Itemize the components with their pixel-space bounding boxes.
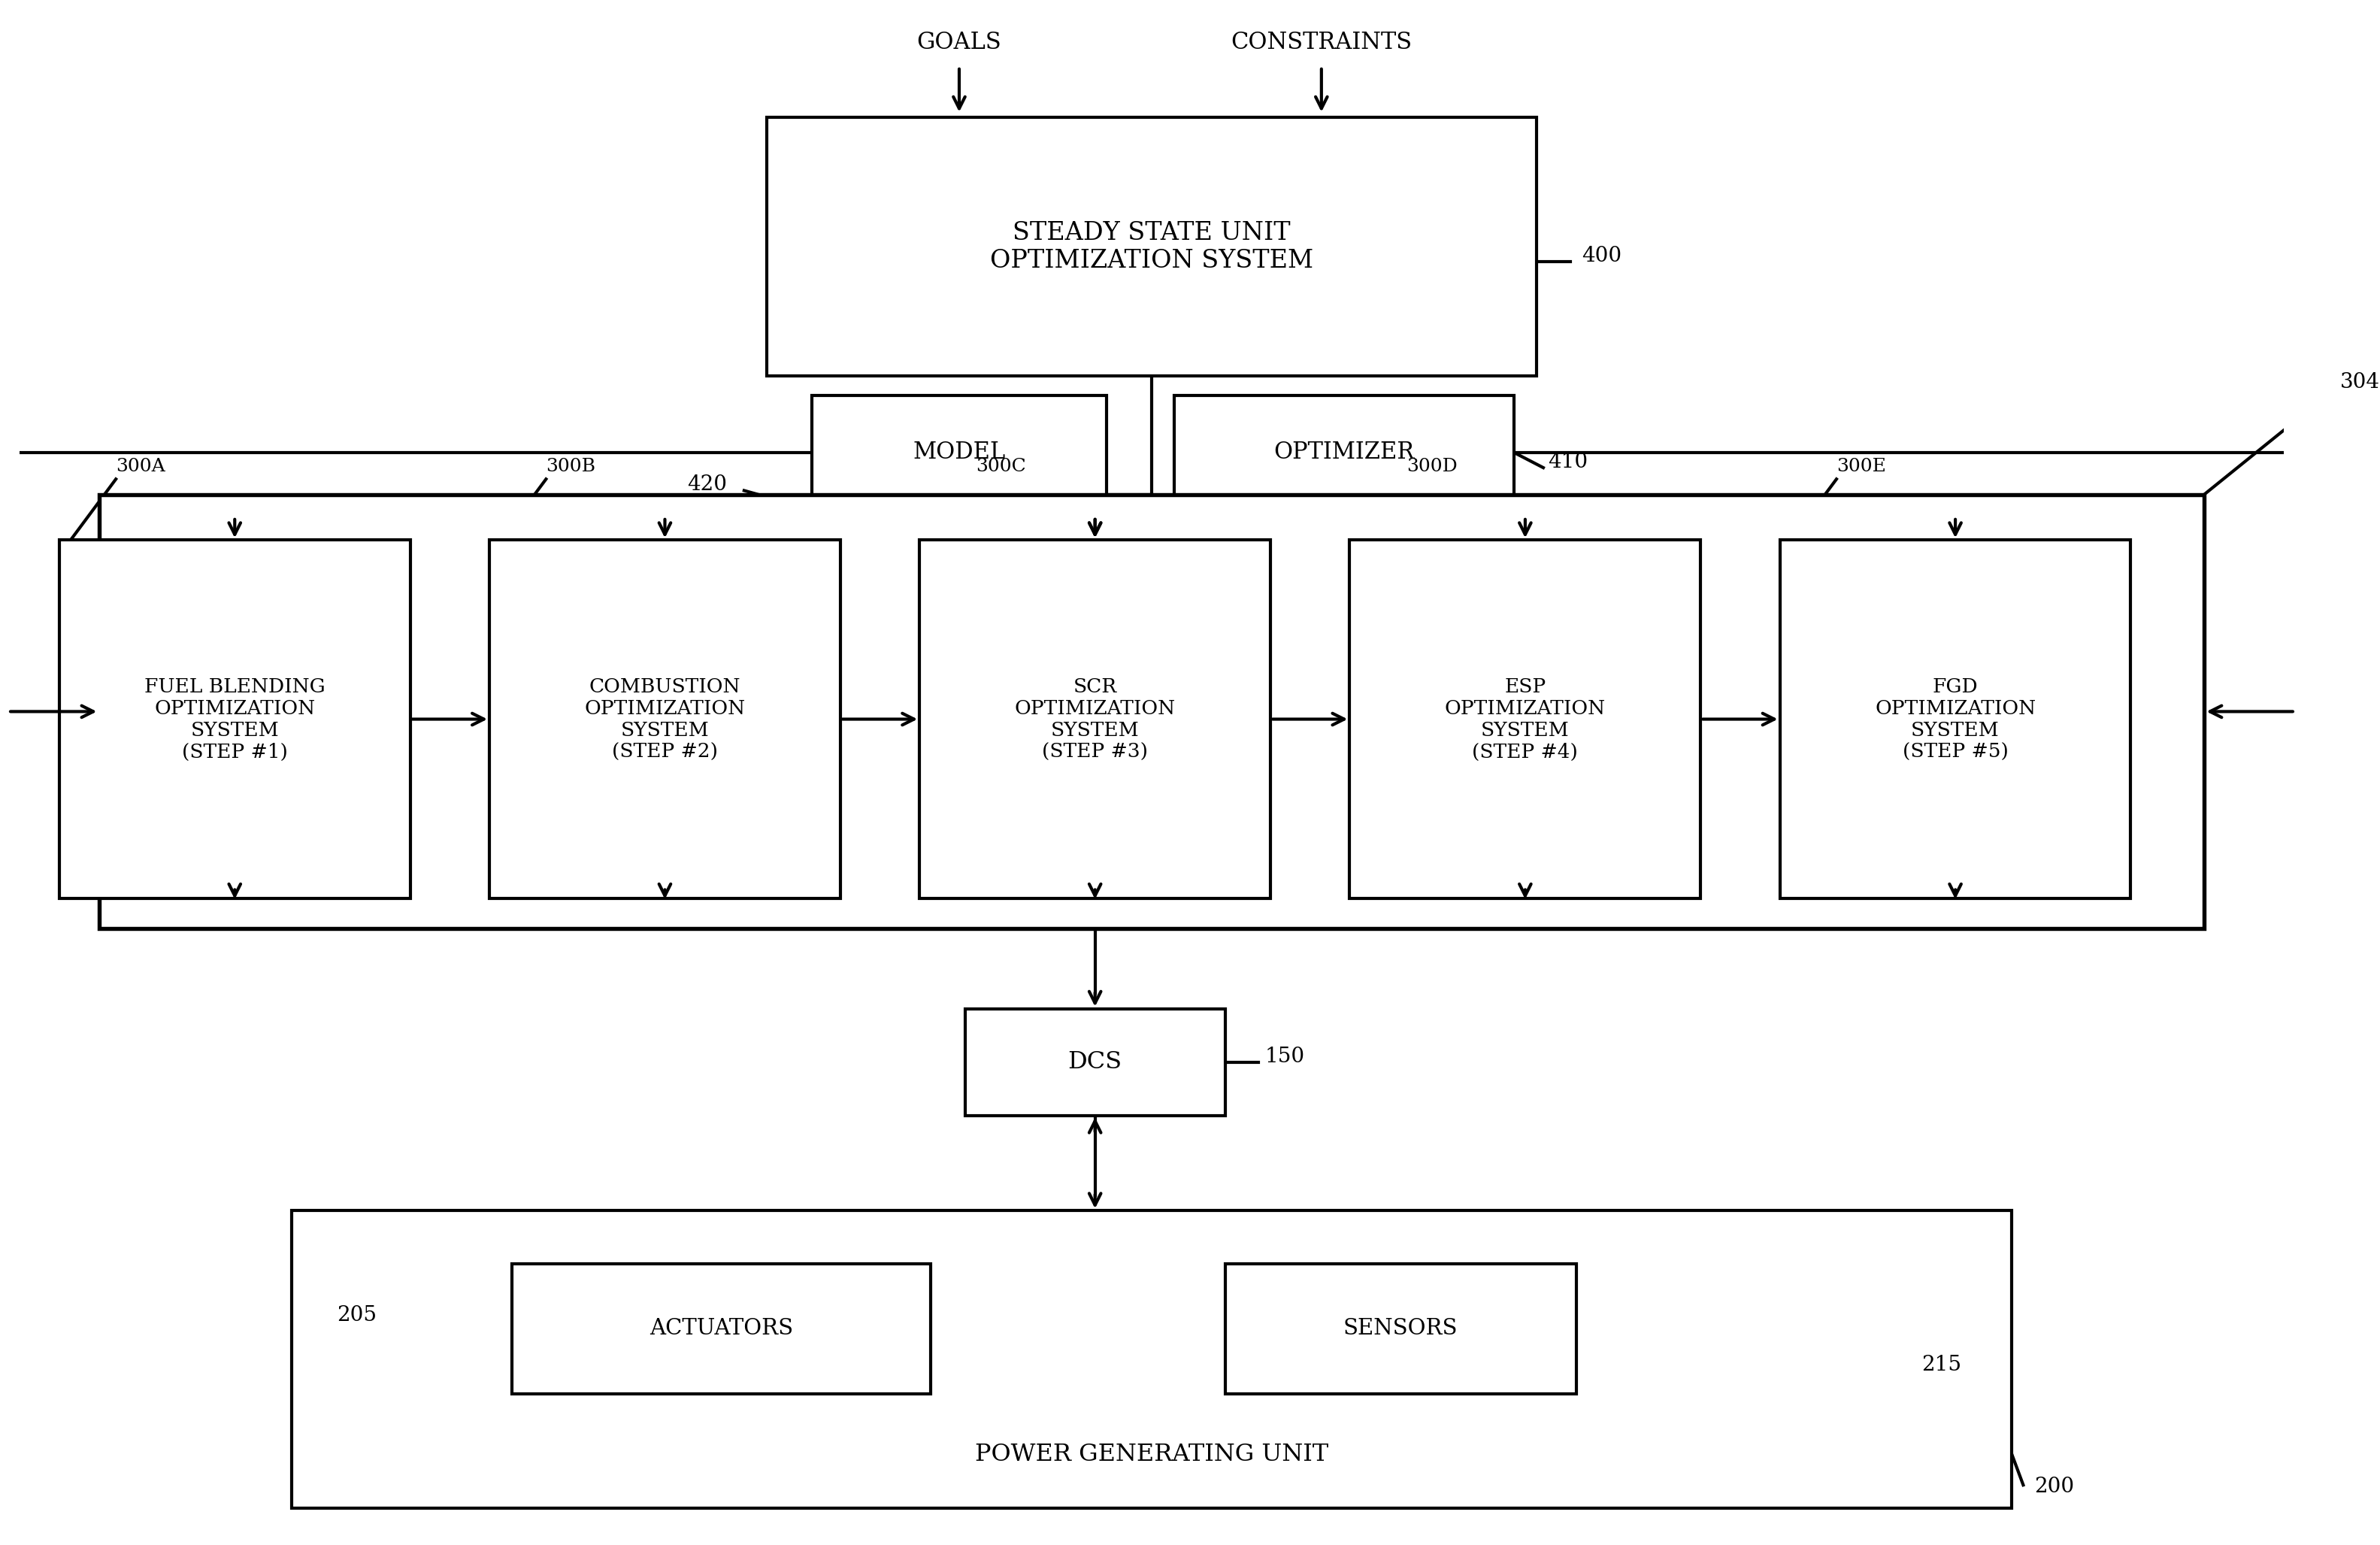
Text: MODEL: MODEL [914,440,1004,464]
Bar [766,117,1537,377]
Bar [100,494,2204,929]
Text: COMBUSTION
OPTIMIZATION
SYSTEM
(STEP #2): COMBUSTION OPTIMIZATION SYSTEM (STEP #2) [585,677,745,762]
Text: 400: 400 [1583,246,1621,266]
Text: DCS: DCS [1069,1051,1121,1074]
Text: 300B: 300B [545,457,595,476]
Text: 205: 205 [336,1306,376,1326]
Text: 410: 410 [1547,451,1587,473]
Text: POWER GENERATING UNIT: POWER GENERATING UNIT [976,1443,1328,1466]
Bar [964,1009,1226,1115]
Text: 420: 420 [688,474,728,494]
Text: SENSORS: SENSORS [1342,1318,1459,1340]
Bar [490,541,840,898]
Text: FUEL BLENDING
OPTIMIZATION
SYSTEM
(STEP #1): FUEL BLENDING OPTIMIZATION SYSTEM (STEP … [145,677,326,762]
Bar [60,541,409,898]
Bar [919,541,1271,898]
Text: ESP
OPTIMIZATION
SYSTEM
(STEP #4): ESP OPTIMIZATION SYSTEM (STEP #4) [1445,677,1607,762]
Text: ACTUATORS: ACTUATORS [650,1318,793,1340]
Text: OPTIMIZER: OPTIMIZER [1273,440,1414,464]
Bar [290,1211,2011,1508]
Text: 150: 150 [1264,1046,1304,1066]
Text: CONSTRAINTS: CONSTRAINTS [1230,31,1411,54]
Bar [1173,396,1514,510]
Text: STEADY STATE UNIT
OPTIMIZATION SYSTEM: STEADY STATE UNIT OPTIMIZATION SYSTEM [990,221,1314,272]
Bar [512,1264,931,1394]
Text: 300E: 300E [1837,457,1885,476]
Text: FGD
OPTIMIZATION
SYSTEM
(STEP #5): FGD OPTIMIZATION SYSTEM (STEP #5) [1875,677,2035,762]
Bar [1226,1264,1576,1394]
Text: 304: 304 [2340,372,2380,392]
Text: GOALS: GOALS [916,31,1002,54]
Text: SCR
OPTIMIZATION
SYSTEM
(STEP #3): SCR OPTIMIZATION SYSTEM (STEP #3) [1014,677,1176,762]
Text: 215: 215 [1921,1355,1961,1375]
Text: 300A: 300A [117,457,164,476]
Bar [1780,541,2130,898]
Text: 300C: 300C [976,457,1026,476]
Bar [812,396,1107,510]
Text: 200: 200 [2035,1477,2075,1497]
Text: 300D: 300D [1407,457,1457,476]
Bar [1349,541,1702,898]
